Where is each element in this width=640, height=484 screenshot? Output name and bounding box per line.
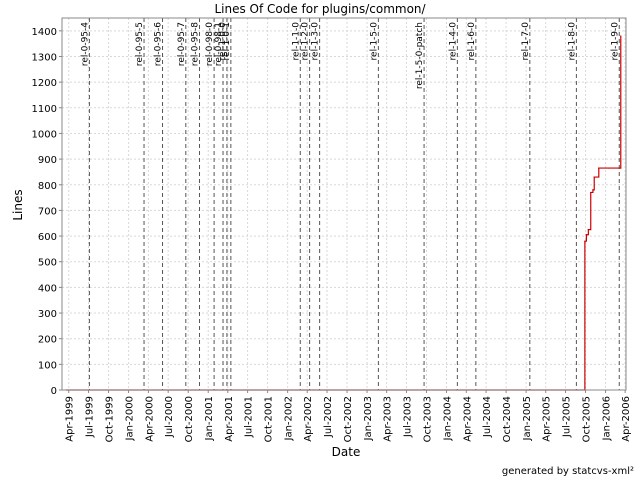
release-marker-label: rel-1-3-0 bbox=[311, 22, 321, 61]
x-tick-label: Oct-1999 bbox=[105, 396, 116, 442]
release-marker-label: rel-1-5-0-patch bbox=[415, 22, 425, 89]
release-marker-label: rel-0-95-6 bbox=[154, 22, 164, 66]
release-marker-label: rel-1-4-0 bbox=[448, 22, 458, 61]
x-tick-label: Jul-2002 bbox=[323, 396, 334, 438]
series-layer bbox=[65, 35, 622, 391]
y-tick-label: 200 bbox=[38, 335, 57, 346]
y-tick-label: 1400 bbox=[32, 27, 57, 38]
y-tick-label: 300 bbox=[38, 309, 57, 320]
x-tick-label: Apr-2002 bbox=[303, 396, 314, 442]
data-point bbox=[593, 176, 595, 178]
x-tick-label: Oct-2005 bbox=[582, 396, 593, 442]
x-tick-label: Jan-2000 bbox=[125, 396, 136, 441]
x-axis-label: Date bbox=[332, 445, 361, 459]
x-tick-label: Jul-2005 bbox=[562, 396, 573, 438]
y-tick-label: 1000 bbox=[32, 129, 57, 140]
release-marker-label: rel-1-0-1 bbox=[222, 22, 232, 60]
x-tick-label: Jan-2006 bbox=[602, 396, 613, 441]
generated-by-footer: generated by statcvs-xml² bbox=[502, 466, 634, 477]
x-tick-label: Apr-1999 bbox=[65, 396, 76, 442]
chart-title: Lines Of Code for plugins/common/ bbox=[214, 2, 426, 16]
y-tick-label: 1200 bbox=[32, 78, 57, 89]
x-tick-label: Oct-2002 bbox=[343, 396, 354, 442]
y-tick-label: 1100 bbox=[32, 104, 57, 115]
x-tick-label: Jan-2003 bbox=[363, 396, 374, 441]
plot-area-frame bbox=[61, 17, 627, 391]
x-tick-label: Apr-2000 bbox=[144, 396, 155, 442]
y-axis-label: Lines bbox=[11, 189, 25, 220]
data-point bbox=[607, 167, 610, 169]
release-marker-label: rel-0-98-1 bbox=[214, 22, 224, 66]
x-tick-label: Oct-2001 bbox=[264, 396, 275, 442]
x-tick-label: Jan-2002 bbox=[284, 396, 295, 441]
x-tick-label: Jan-2001 bbox=[204, 396, 215, 441]
y-tick-label: 600 bbox=[38, 232, 57, 243]
series-line bbox=[66, 35, 622, 391]
data-point bbox=[584, 240, 586, 242]
x-tick-label: Oct-2003 bbox=[422, 396, 433, 442]
y-axis: 0 100 200 300 400 500 600 700 800 900 1000 1100 1200… bbox=[32, 27, 62, 397]
x-tick-label: Jan-2005 bbox=[522, 396, 533, 441]
data-point bbox=[587, 229, 589, 231]
release-marker-label: rel-0-98-0 bbox=[205, 22, 215, 66]
data-point bbox=[598, 167, 600, 169]
data-point bbox=[592, 189, 594, 191]
x-tick-label: Apr-2006 bbox=[621, 396, 632, 442]
y-tick-label: 800 bbox=[38, 181, 57, 192]
release-marker-label: rel-0-95-7 bbox=[177, 22, 187, 66]
y-tick-label: 400 bbox=[38, 283, 57, 294]
release-marker-label: rel-1-0-0 bbox=[218, 22, 228, 61]
y-tick-label: 1300 bbox=[32, 52, 57, 63]
y-tick-label: 900 bbox=[38, 155, 57, 166]
release-marker-label: rel-1-1-0 bbox=[291, 22, 301, 61]
data-point bbox=[590, 191, 592, 194]
release-marker-label: rel-1-8-0 bbox=[567, 22, 577, 61]
release-markers: rel-0-95-4 rel-0-95-5 rel-0-95-6 rel-0-95-7… bbox=[80, 18, 620, 390]
grid-lines bbox=[62, 18, 626, 391]
data-point bbox=[620, 35, 622, 37]
release-marker-label: rel-0-95-5 bbox=[135, 22, 145, 66]
x-tick-label: Apr-2001 bbox=[224, 396, 235, 442]
y-tick-label: 700 bbox=[38, 206, 57, 217]
x-tick-label: Apr-2003 bbox=[383, 396, 394, 442]
x-tick-label: Oct-2004 bbox=[502, 396, 513, 442]
data-point bbox=[620, 167, 622, 169]
release-marker-label: rel-1-7-0 bbox=[521, 22, 531, 61]
x-axis: Apr-1999 Jul-1999 Oct-1999 Jan-2000 Apr-2000… bbox=[65, 390, 632, 442]
release-marker-label: rel-1-9-0 bbox=[610, 22, 620, 61]
x-tick-label: Oct-2000 bbox=[184, 396, 195, 442]
x-tick-label: Jul-1999 bbox=[85, 396, 96, 438]
x-tick-label: Jan-2004 bbox=[442, 396, 453, 441]
release-marker-label: rel-1-5-0 bbox=[369, 22, 379, 61]
release-marker-label: rel-1-6-0 bbox=[467, 22, 477, 61]
x-tick-label: Jul-2000 bbox=[164, 396, 175, 438]
x-tick-label: Apr-2005 bbox=[542, 396, 553, 442]
x-tick-label: Jul-2001 bbox=[244, 396, 255, 438]
data-point bbox=[585, 234, 587, 236]
x-tick-label: Apr-2004 bbox=[462, 396, 473, 442]
x-tick-label: Jul-2003 bbox=[402, 396, 413, 438]
release-marker-label: rel-0-95-4 bbox=[80, 22, 90, 66]
x-tick-label: Jul-2004 bbox=[482, 396, 493, 438]
y-tick-label: 500 bbox=[38, 258, 57, 269]
y-tick-label: 0 bbox=[51, 386, 57, 397]
y-tick-label: 100 bbox=[38, 360, 57, 371]
release-marker-label: rel-0-95-8 bbox=[191, 22, 201, 66]
release-marker-label: rel-1-2-0 bbox=[301, 22, 311, 61]
